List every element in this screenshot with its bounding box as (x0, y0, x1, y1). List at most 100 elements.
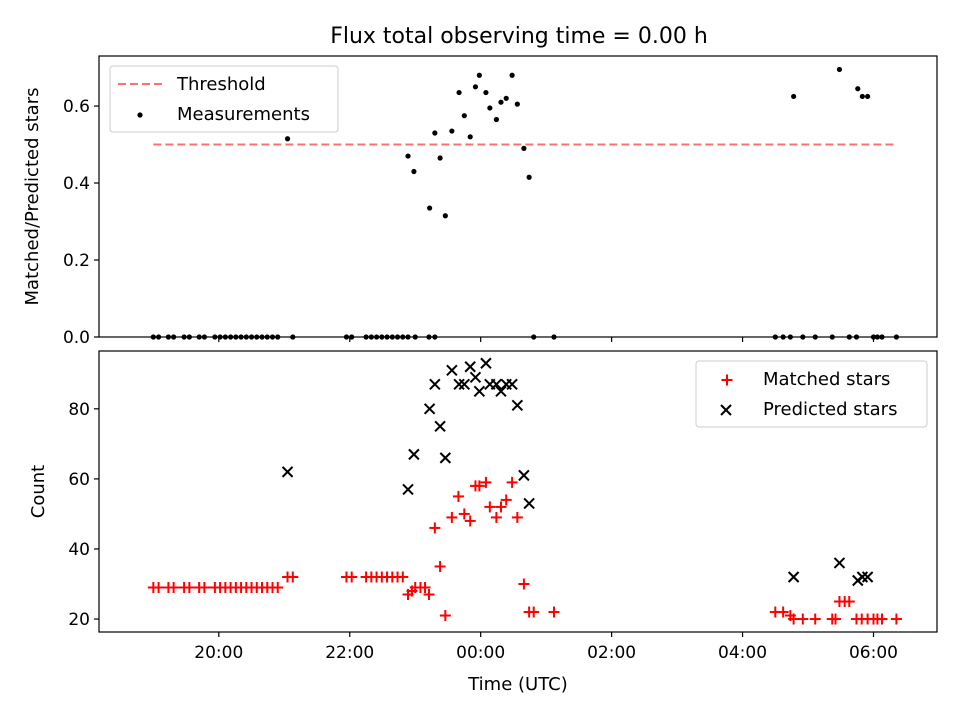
measurement-point (405, 153, 411, 159)
measurement-point (791, 93, 797, 100)
predicted-star-point (490, 378, 503, 390)
matched-star-point (777, 606, 789, 618)
legend-matched-label: Matched stars (763, 369, 890, 390)
matched-star-point (153, 582, 165, 594)
matched-star-point (346, 571, 358, 583)
matched-star-point (518, 578, 530, 590)
y-tick-label: 0.2 (63, 251, 90, 271)
legend-matched-swatch (721, 374, 733, 386)
matched-star-point (473, 480, 485, 492)
y-tick-label: 60 (68, 470, 90, 490)
matched-star-point (843, 596, 855, 608)
measurement-point (449, 128, 455, 134)
predicted-star-point (439, 452, 452, 464)
predicted-star-point (495, 385, 507, 398)
y-tick-label: 20 (68, 610, 90, 630)
matched-star-point (434, 560, 446, 572)
measurement-point (487, 105, 493, 111)
measurement-point (498, 99, 504, 105)
predicted-star-point (856, 571, 869, 583)
matched-star-point (198, 582, 210, 594)
top-legend: Threshold Measurements (109, 65, 339, 133)
matched-star-point (495, 501, 507, 513)
x-axis-label: Time (UTC) (467, 674, 568, 695)
matched-star-point (548, 606, 560, 618)
predicted-star-point (402, 483, 414, 496)
predicted-star-point (423, 403, 436, 415)
measurement-point (859, 93, 865, 100)
measurement-point (432, 130, 438, 136)
measurement-point (461, 113, 467, 119)
predicted-star-point (453, 378, 465, 390)
measurement-point (514, 101, 520, 107)
y-tick-label: 0.0 (63, 328, 90, 348)
bottom-y-axis-label: Count (28, 465, 49, 518)
predicted-star-point (480, 357, 492, 369)
measurement-point (855, 86, 861, 92)
matched-star-point (439, 610, 451, 622)
x-tick-label: 04:00 (718, 643, 767, 663)
measurement-point (411, 168, 417, 175)
bottom-legend-box (695, 360, 928, 428)
measurement-point (467, 134, 473, 140)
matched-star-point (511, 511, 523, 523)
matched-star-point (830, 613, 842, 625)
measurement-point (437, 155, 443, 161)
matched-star-point (168, 582, 180, 594)
y-tick-label: 40 (68, 540, 90, 560)
matched-star-point (446, 511, 458, 523)
x-tick-label: 00:00 (456, 643, 505, 663)
measurement-point (472, 84, 479, 90)
top-y-axis-label: Matched/Predicted stars (22, 88, 43, 306)
measurement-point (284, 136, 291, 142)
matched-star-point (419, 582, 431, 594)
measurement-point (521, 145, 527, 151)
measurement-point (509, 72, 515, 78)
legend-predicted-swatch (720, 404, 732, 416)
chart-title: Flux total observing time = 0.00 h (330, 24, 708, 49)
measurement-point (503, 95, 509, 101)
legend-threshold-label: Threshold (176, 74, 266, 95)
matched-star-point (429, 522, 441, 534)
legend-measurements-label: Measurements (177, 104, 310, 125)
matched-star-point (890, 613, 902, 625)
predicted-star-point (434, 420, 446, 433)
matched-star-point (423, 589, 435, 601)
measurement-point (483, 89, 489, 96)
y-tick-label: 0.6 (63, 97, 90, 117)
predicted-star-point (473, 385, 486, 398)
measurement-point (865, 93, 871, 100)
legend-measurements-swatch (137, 112, 143, 118)
measurement-point (442, 213, 448, 219)
top-legend-box (109, 65, 339, 133)
x-tick-label: 22:00 (325, 643, 374, 663)
measurement-point (836, 66, 843, 73)
top-panel: 0.0 0.2 0.4 0.6 Matched/Predicted stars Thr… (22, 55, 938, 348)
x-tick-label: 06:00 (849, 643, 898, 663)
predicted-star-point (281, 466, 294, 478)
matched-star-point (287, 571, 299, 583)
predicted-star-point (523, 497, 535, 510)
x-tick-label: 20:00 (194, 643, 243, 663)
predicted-star-point (787, 571, 800, 583)
matched-star-point (452, 490, 464, 502)
predicted-star-point (518, 469, 530, 482)
y-tick-label: 0.4 (63, 174, 90, 194)
x-tick-label: 02:00 (587, 643, 636, 663)
legend-predicted-label: Predicted stars (763, 399, 897, 420)
matched-star-point (480, 476, 492, 488)
predicted-star-point (511, 399, 524, 412)
predicted-star-point (506, 378, 518, 390)
predicted-star-point (861, 571, 874, 583)
matched-star-point (528, 606, 540, 618)
matched-star-point (809, 613, 821, 625)
matched-star-point (797, 613, 809, 625)
predicted-star-point (469, 371, 482, 383)
predicted-star-point (833, 557, 846, 569)
matched-star-point (183, 582, 195, 594)
matched-star-point (458, 508, 470, 520)
predicted-star-point (464, 361, 476, 373)
measurement-point (493, 116, 499, 123)
matched-star-point (500, 494, 512, 506)
